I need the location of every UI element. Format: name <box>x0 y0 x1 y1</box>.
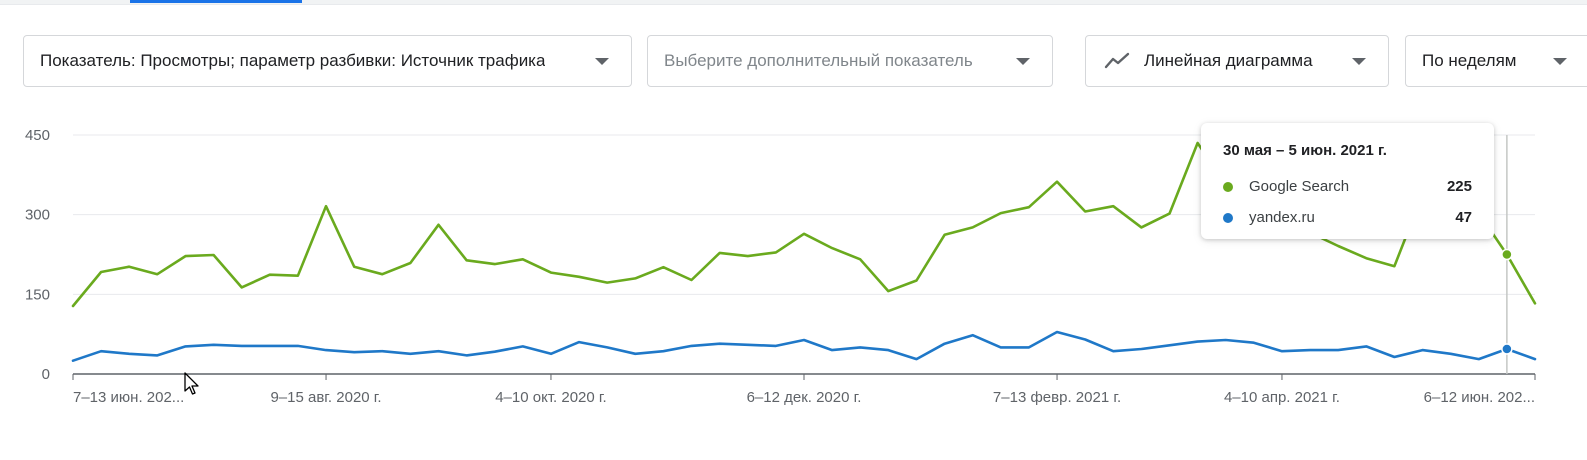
metric-dropdown[interactable]: Показатель: Просмотры; параметр разбивки… <box>23 35 632 87</box>
secondary-metric-placeholder: Выберите дополнительный показатель <box>664 51 973 70</box>
legend-dot <box>1223 181 1233 192</box>
active-tab-indicator <box>130 0 302 3</box>
chart-type-label: Линейная диаграмма <box>1144 51 1313 70</box>
x-tick-label: 4–10 окт. 2020 г. <box>495 389 607 406</box>
metric-dropdown-label: Показатель: Просмотры; параметр разбивки… <box>40 51 546 70</box>
tooltip-row-yandex: yandex.ru 47 <box>1223 209 1472 226</box>
caret-down-icon <box>1352 58 1366 65</box>
tooltip-title: 30 мая – 5 июн. 2021 г. <box>1223 142 1387 159</box>
caret-down-icon <box>595 58 609 65</box>
x-tick-label: 9–15 авг. 2020 г. <box>270 389 381 406</box>
period-label: По неделям <box>1422 51 1517 70</box>
tooltip-series-value: 47 <box>1455 209 1472 226</box>
tab-bar-divider <box>0 4 1587 5</box>
y-tick-label: 450 <box>25 127 50 144</box>
mouse-cursor-icon <box>184 372 200 401</box>
highlight-point-yandex <box>1501 343 1513 355</box>
secondary-metric-dropdown[interactable]: Выберите дополнительный показатель <box>647 35 1053 87</box>
x-tick-label: 7–13 июн. 202... <box>73 389 184 406</box>
legend-dot <box>1223 212 1233 223</box>
line-chart-icon <box>1104 52 1130 70</box>
tooltip-series-name: yandex.ru <box>1249 209 1315 226</box>
caret-down-icon <box>1016 58 1030 65</box>
chart-type-dropdown[interactable]: Линейная диаграмма <box>1085 35 1389 87</box>
x-tick-label: 7–13 февр. 2021 г. <box>993 389 1121 406</box>
highlight-point-google-search <box>1501 248 1513 261</box>
chart-tooltip: 30 мая – 5 июн. 2021 г. Google Search 22… <box>1201 123 1494 239</box>
x-tick-label: 4–10 апр. 2021 г. <box>1224 389 1340 406</box>
tooltip-row-google: Google Search 225 <box>1223 178 1472 195</box>
y-tick-label: 150 <box>25 286 50 303</box>
period-dropdown[interactable]: По неделям <box>1405 35 1587 87</box>
tab-bar <box>0 0 1587 4</box>
tooltip-series-value: 225 <box>1446 178 1472 195</box>
x-tick-label: 6–12 июн. 202... <box>1424 389 1535 406</box>
y-tick-label: 0 <box>42 366 50 383</box>
caret-down-icon <box>1553 58 1567 65</box>
y-tick-label: 300 <box>25 207 50 224</box>
series-line-yandex <box>71 330 1537 363</box>
tooltip-series-name: Google Search <box>1249 178 1350 195</box>
x-tick-label: 6–12 дек. 2020 г. <box>747 389 862 406</box>
